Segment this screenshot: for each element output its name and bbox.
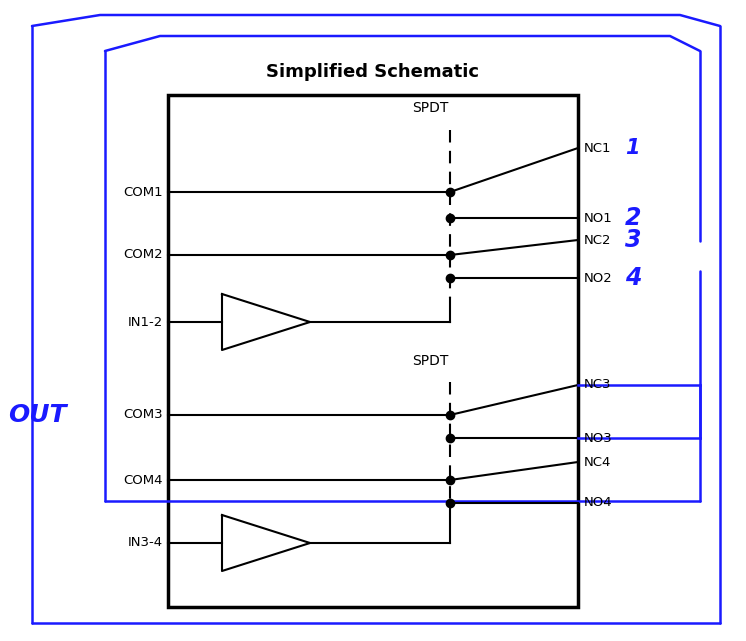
Text: NO3: NO3	[584, 431, 612, 444]
Text: 3: 3	[625, 228, 642, 252]
Text: COM2: COM2	[123, 249, 163, 262]
Text: COM4: COM4	[124, 474, 163, 487]
Text: 2: 2	[625, 206, 642, 230]
Text: SPDT: SPDT	[412, 354, 448, 368]
Text: NC2: NC2	[584, 233, 612, 247]
Text: NC4: NC4	[584, 456, 612, 469]
Text: SPDT: SPDT	[412, 101, 448, 115]
Text: IN3-4: IN3-4	[128, 537, 163, 549]
Text: NC3: NC3	[584, 378, 612, 392]
Text: 1: 1	[625, 138, 639, 158]
Text: 4: 4	[625, 266, 642, 290]
Text: NC1: NC1	[584, 142, 612, 154]
Text: COM1: COM1	[123, 185, 163, 199]
Bar	[168, 95, 578, 607]
Text: NO1: NO1	[584, 212, 612, 224]
Text: Simplified Schematic: Simplified Schematic	[266, 63, 480, 81]
Text: NO2: NO2	[584, 272, 612, 285]
Text: OUT: OUT	[8, 403, 66, 427]
Text: IN1-2: IN1-2	[128, 315, 163, 328]
Text: NO4: NO4	[584, 497, 612, 510]
Text: COM3: COM3	[123, 408, 163, 422]
